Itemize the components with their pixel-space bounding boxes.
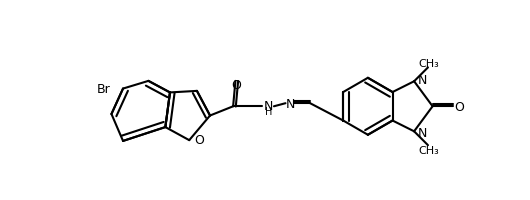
Text: CH₃: CH₃ [418,58,439,68]
Text: N: N [418,127,427,140]
Text: O: O [194,133,204,146]
Text: O: O [231,79,241,92]
Text: Br: Br [97,83,111,96]
Text: N: N [286,97,295,110]
Text: N: N [418,74,427,87]
Text: H: H [265,106,272,116]
Text: CH₃: CH₃ [418,145,439,155]
Text: O: O [454,100,464,113]
Text: N: N [264,100,273,112]
